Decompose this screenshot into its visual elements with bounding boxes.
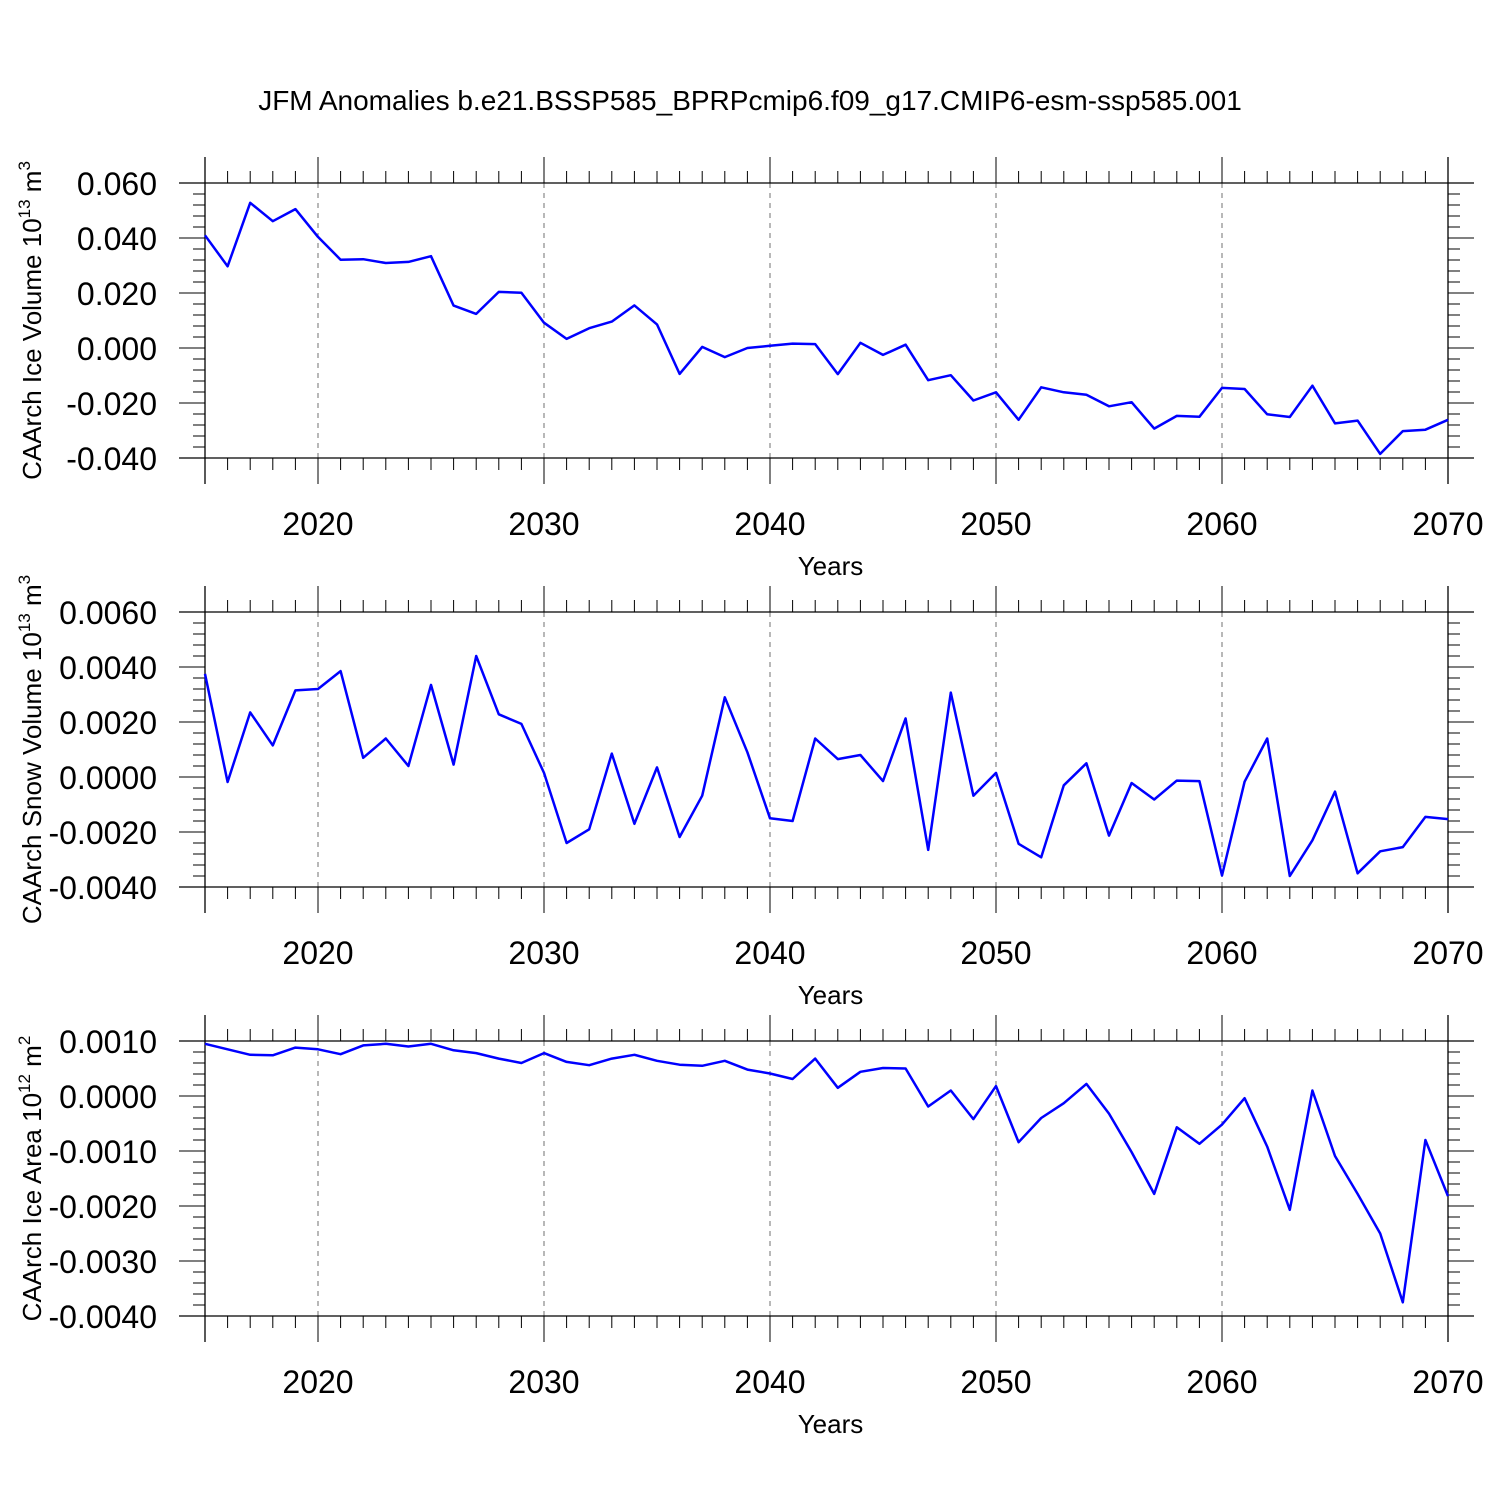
chart-panel-3: 2020 2030 2040 2050 2060 2070 0.0010 0.0000 -0.0…	[15, 1015, 1484, 1439]
y-tick-label: -0.0020	[48, 815, 157, 851]
y-tick-label: -0.020	[66, 386, 157, 422]
x-tick-label: 2040	[734, 1364, 805, 1400]
x-tick-label: 2020	[282, 935, 353, 971]
series-line	[203, 654, 1449, 878]
x-tick-label: 2060	[1186, 506, 1257, 542]
series-line	[204, 1042, 1450, 1304]
chart-panel-1: 2020 2030 2040 2050 2060 2070 0.060 0.040 0.020 0…	[15, 157, 1484, 581]
y-tick-label: -0.0030	[48, 1244, 157, 1280]
y-tick-label: -0.0040	[48, 1299, 157, 1335]
y-tick-label: 0.000	[77, 331, 157, 367]
x-tick-label: 2030	[508, 506, 579, 542]
y-tick-label: 0.020	[77, 276, 157, 312]
x-tick-label: 2020	[282, 506, 353, 542]
y-tick-label: 0.0020	[59, 705, 157, 741]
y-tick-label: 0.040	[77, 221, 157, 257]
y-tick-label: -0.040	[66, 441, 157, 477]
y-tick-label: -0.0020	[48, 1189, 157, 1225]
x-tick-label: 2050	[960, 1364, 1031, 1400]
x-tick-label: 2040	[734, 506, 805, 542]
y-tick-label: -0.0010	[48, 1134, 157, 1170]
x-tick-label: 2050	[960, 506, 1031, 542]
chart-panel-2: 2020 2030 2040 2050 2060 2070 0.0060 0.0040 0.00…	[15, 575, 1484, 1010]
chart-title: JFM Anomalies b.e21.BSSP585_BPRPcmip6.f0…	[258, 85, 1242, 116]
y-axis-title: CAArch Ice Volume 1013 m3	[15, 161, 47, 480]
x-tick-label: 2020	[282, 1364, 353, 1400]
x-tick-label: 2070	[1412, 506, 1483, 542]
x-tick-label: 2060	[1186, 935, 1257, 971]
x-tick-label: 2060	[1186, 1364, 1257, 1400]
x-tick-label: 2040	[734, 935, 805, 971]
x-tick-label: 2030	[508, 1364, 579, 1400]
y-tick-label: 0.060	[77, 166, 157, 202]
x-tick-label: 2070	[1412, 935, 1483, 971]
y-tick-label: 0.0060	[59, 595, 157, 631]
x-tick-label: 2030	[508, 935, 579, 971]
y-tick-label: 0.0000	[59, 1079, 157, 1115]
x-tick-label: 2070	[1412, 1364, 1483, 1400]
x-axis-title: Years	[798, 551, 864, 581]
y-tick-label: 0.0040	[59, 650, 157, 686]
y-tick-label: 0.0010	[59, 1024, 157, 1060]
x-axis-title: Years	[798, 1409, 864, 1439]
y-tick-label: 0.0000	[59, 760, 157, 796]
y-axis-title: CAArch Ice Area 1012 m2	[15, 1036, 47, 1322]
x-tick-label: 2050	[960, 935, 1031, 971]
y-tick-label: -0.0040	[48, 870, 157, 906]
y-axis-title: CAArch Snow Volume 1013 m3	[15, 575, 47, 924]
series-line	[203, 201, 1449, 456]
x-axis-title: Years	[798, 980, 864, 1010]
